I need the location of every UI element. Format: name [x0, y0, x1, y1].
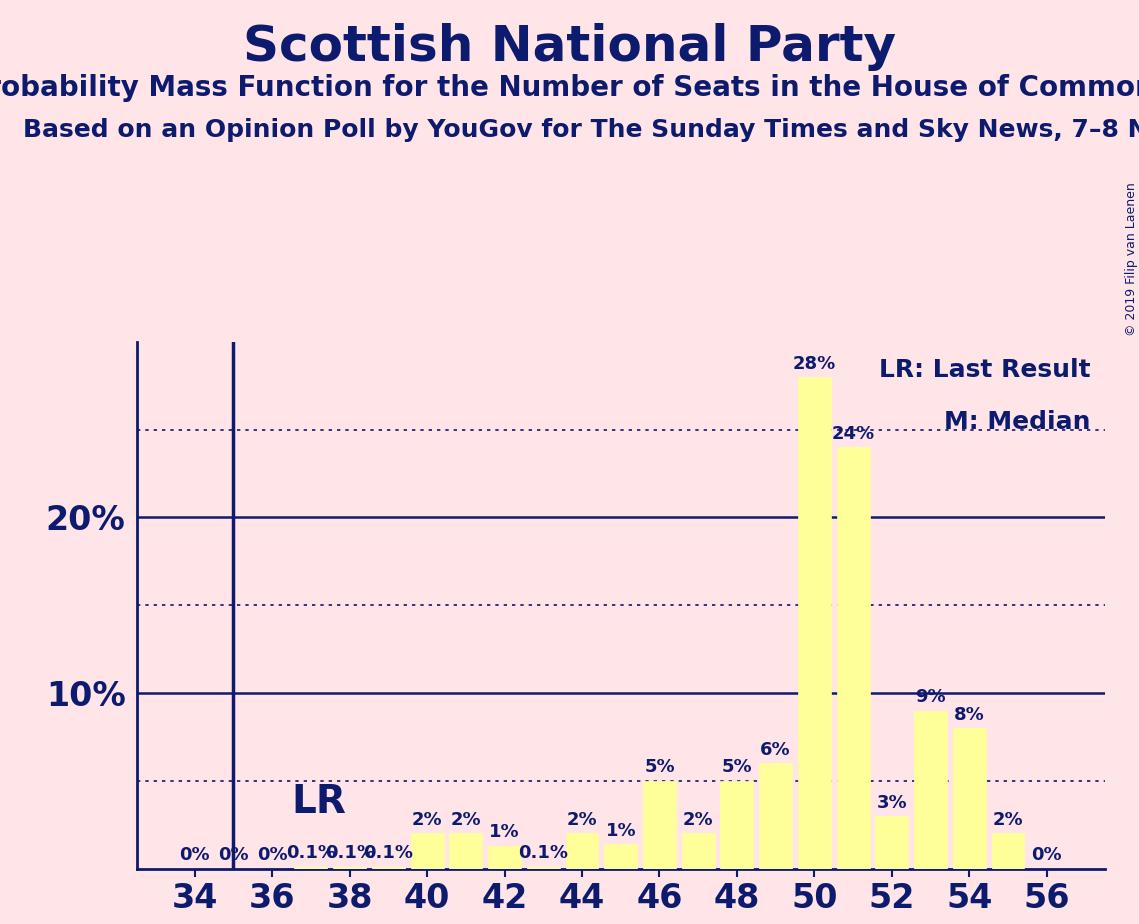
Text: 0%: 0% — [180, 846, 210, 864]
Text: LR: Last Result: LR: Last Result — [878, 358, 1090, 382]
Text: 2%: 2% — [412, 811, 442, 829]
Text: M: M — [796, 645, 833, 679]
Bar — [682, 833, 714, 869]
Bar — [334, 867, 366, 869]
Bar — [798, 377, 830, 869]
Text: 0.1%: 0.1% — [518, 845, 568, 862]
Text: 3%: 3% — [877, 794, 907, 811]
Bar — [605, 844, 637, 869]
Text: 2%: 2% — [451, 811, 481, 829]
Bar — [992, 833, 1024, 869]
Text: 2%: 2% — [567, 811, 597, 829]
Text: 2%: 2% — [993, 811, 1023, 829]
Text: 1%: 1% — [490, 823, 519, 842]
Text: 5%: 5% — [645, 759, 674, 776]
Text: Probability Mass Function for the Number of Seats in the House of Commons: Probability Mass Function for the Number… — [0, 74, 1139, 102]
Text: 0%: 0% — [219, 846, 248, 864]
Text: 6%: 6% — [761, 741, 790, 759]
Bar — [837, 447, 869, 869]
Text: 5%: 5% — [722, 759, 752, 776]
Bar — [372, 867, 404, 869]
Text: 2%: 2% — [683, 811, 713, 829]
Text: 28%: 28% — [793, 355, 836, 372]
Bar — [953, 728, 985, 869]
Text: © 2019 Filip van Laenen: © 2019 Filip van Laenen — [1124, 182, 1138, 335]
Bar — [566, 833, 598, 869]
Text: 0%: 0% — [257, 846, 287, 864]
Bar — [411, 833, 443, 869]
Text: Scottish National Party: Scottish National Party — [243, 23, 896, 71]
Bar — [527, 867, 559, 869]
Bar — [489, 845, 521, 869]
Text: LR: LR — [292, 783, 346, 821]
Text: 9%: 9% — [916, 688, 945, 706]
Bar — [295, 867, 327, 869]
Bar — [721, 781, 753, 869]
Text: M: Median: M: Median — [944, 410, 1090, 434]
Text: 0%: 0% — [1032, 846, 1062, 864]
Text: 24%: 24% — [831, 425, 875, 443]
Bar — [876, 816, 908, 869]
Text: 0.1%: 0.1% — [325, 845, 375, 862]
Text: 0.1%: 0.1% — [363, 845, 413, 862]
Text: 1%: 1% — [606, 821, 636, 840]
Text: 8%: 8% — [954, 706, 984, 723]
Bar — [644, 781, 675, 869]
Text: Based on an Opinion Poll by YouGov for The Sunday Times and Sky News, 7–8 Novemb: Based on an Opinion Poll by YouGov for T… — [23, 118, 1139, 142]
Bar — [915, 711, 947, 869]
Bar — [450, 833, 482, 869]
Bar — [760, 763, 792, 869]
Text: 0.1%: 0.1% — [286, 845, 336, 862]
